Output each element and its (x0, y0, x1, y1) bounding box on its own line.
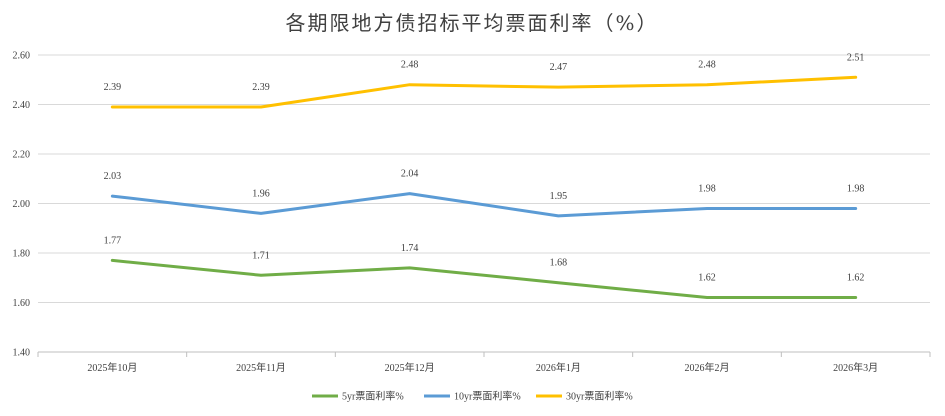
data-label: 2.39 (104, 82, 122, 93)
legend-label: 30yr票面利率% (566, 390, 633, 403)
data-label: 1.74 (401, 243, 419, 254)
series-lines (110, 75, 858, 300)
x-tick-label: 2026年3月 (833, 361, 878, 374)
data-label: 1.98 (847, 183, 865, 194)
series-line (110, 75, 858, 109)
data-label: 2.51 (847, 52, 865, 63)
data-label: 2.47 (550, 62, 568, 73)
data-label: 2.03 (104, 171, 122, 182)
series-line (110, 258, 858, 300)
data-label: 2.48 (401, 60, 419, 71)
y-tick-label: 1.40 (13, 348, 31, 359)
data-labels: 1.77 1.71 1.74 1.68 1.62 1.62 2.03 1.96 2.04 1.95… (104, 52, 865, 283)
series-line (110, 192, 858, 218)
legend: 5yr票面利率% 10yr票面利率% 30yr票面利率% (312, 390, 633, 403)
y-tick-label: 2.20 (13, 150, 31, 161)
y-tick-label: 2.00 (13, 199, 31, 210)
data-label: 1.62 (698, 273, 716, 284)
data-label: 1.96 (252, 188, 270, 199)
y-tick-label: 2.60 (13, 51, 31, 62)
data-label: 1.68 (550, 258, 568, 269)
x-tick-label: 2026年1月 (536, 361, 581, 374)
data-label: 2.48 (698, 60, 716, 71)
data-label: 1.98 (698, 183, 716, 194)
y-tick-label: 1.60 (13, 298, 31, 309)
legend-label: 10yr票面利率% (454, 390, 521, 403)
axes: 1.40 1.60 1.80 2.00 2.20 2.40 2.60 2025年10月 2025… (13, 51, 931, 374)
data-label: 1.77 (104, 235, 122, 246)
y-tick-label: 1.80 (13, 249, 31, 260)
data-label: 1.71 (252, 250, 270, 261)
data-label: 2.04 (401, 169, 419, 180)
x-tick-label: 2025年10月 (87, 361, 137, 374)
x-tick-label: 2025年11月 (236, 361, 286, 374)
data-label: 1.95 (550, 191, 568, 202)
legend-label: 5yr票面利率% (342, 390, 404, 403)
x-tick-label: 2025年12月 (385, 361, 435, 374)
chart-title: 各期限地方债招标平均票面利率（%） (285, 11, 658, 35)
x-tick-label: 2026年2月 (685, 361, 730, 374)
data-label: 2.39 (252, 82, 270, 93)
y-tick-label: 2.40 (13, 100, 31, 111)
data-label: 1.62 (847, 273, 865, 284)
